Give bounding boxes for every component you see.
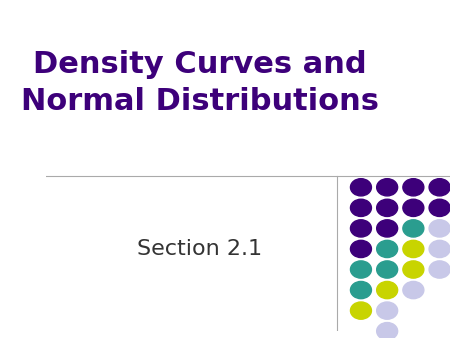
Circle shape: [351, 302, 371, 319]
Circle shape: [429, 179, 450, 196]
Circle shape: [351, 220, 371, 237]
Circle shape: [429, 240, 450, 258]
Circle shape: [351, 199, 371, 216]
Circle shape: [429, 199, 450, 216]
Circle shape: [403, 199, 424, 216]
Circle shape: [403, 282, 424, 299]
Circle shape: [351, 261, 371, 278]
Circle shape: [377, 302, 398, 319]
Text: Density Curves and
Normal Distributions: Density Curves and Normal Distributions: [21, 50, 379, 116]
Circle shape: [377, 261, 398, 278]
Circle shape: [403, 261, 424, 278]
Circle shape: [377, 322, 398, 338]
Circle shape: [351, 179, 371, 196]
Circle shape: [403, 179, 424, 196]
Text: Section 2.1: Section 2.1: [137, 239, 262, 259]
Circle shape: [377, 240, 398, 258]
Circle shape: [429, 220, 450, 237]
Circle shape: [377, 282, 398, 299]
Circle shape: [429, 261, 450, 278]
Circle shape: [351, 282, 371, 299]
Circle shape: [403, 240, 424, 258]
Circle shape: [403, 220, 424, 237]
Circle shape: [351, 240, 371, 258]
Circle shape: [377, 199, 398, 216]
Circle shape: [377, 220, 398, 237]
Circle shape: [377, 179, 398, 196]
